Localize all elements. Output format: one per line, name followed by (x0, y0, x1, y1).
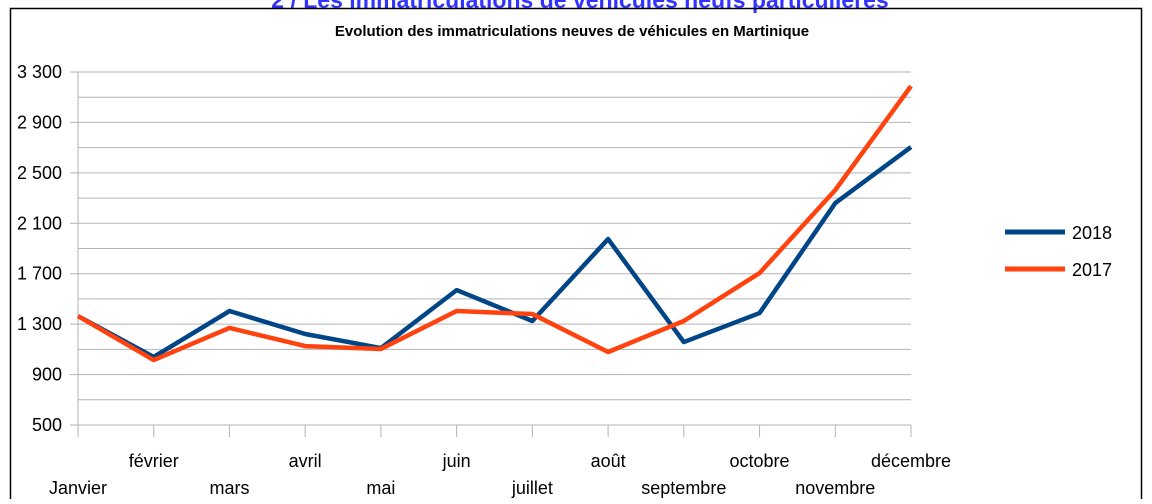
y-tick-label: 500 (32, 415, 62, 435)
series-line (76, 145, 913, 360)
y-tick-label: 1 700 (17, 264, 62, 284)
x-tick-label: mars (209, 478, 249, 498)
x-tick-label: Janvier (49, 478, 107, 498)
x-tick-label: décembre (871, 451, 951, 471)
x-tick-label: août (591, 451, 626, 471)
y-tick-label: 1 300 (17, 314, 62, 334)
y-tick-label: 2 100 (17, 213, 62, 233)
x-tick-label: mai (366, 478, 395, 498)
x-tick-label: novembre (795, 478, 875, 498)
x-tick-label: juin (442, 451, 471, 471)
y-tick-label: 2 500 (17, 163, 62, 183)
page-heading: 2 / Les immatriculations de véhicules ne… (271, 0, 888, 13)
x-tick-label: juillet (511, 478, 553, 498)
legend-label: 2017 (1072, 260, 1112, 280)
y-tick-label: 900 (32, 365, 62, 385)
x-tick-label: octobre (730, 451, 790, 471)
legend-label: 2018 (1072, 223, 1112, 243)
series-line (76, 84, 913, 363)
x-tick-label: septembre (641, 478, 726, 498)
x-tick-label: février (129, 451, 179, 471)
y-tick-label: 2 900 (17, 112, 62, 132)
y-tick-label: 3 300 (17, 62, 62, 82)
x-tick-label: avril (289, 451, 322, 471)
chart-title: Evolution des immatriculations neuves de… (335, 23, 809, 40)
